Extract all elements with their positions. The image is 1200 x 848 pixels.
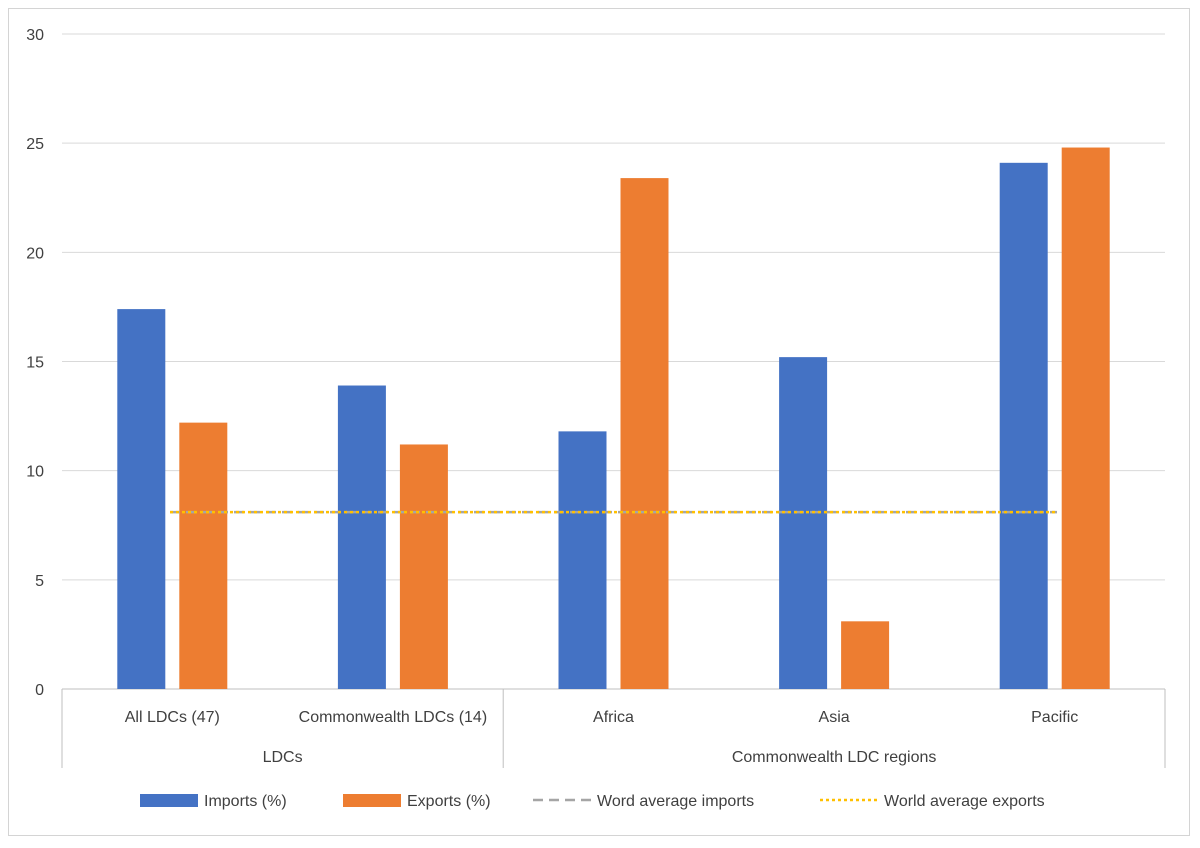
exports-bar bbox=[179, 422, 228, 689]
x-category-label: Commonwealth LDCs (14) bbox=[299, 709, 488, 726]
x-category-label: Pacific bbox=[1031, 709, 1078, 726]
gridlines bbox=[62, 33, 1165, 690]
legend-label: Imports (%) bbox=[204, 793, 287, 810]
y-tick-label: 15 bbox=[26, 355, 44, 372]
exports-bar bbox=[841, 621, 890, 689]
imports-bar bbox=[117, 309, 166, 689]
x-axis: All LDCs (47) Commonwealth LDCs (14) Afric… bbox=[61, 689, 1166, 768]
exports-bar bbox=[399, 444, 448, 689]
x-group-label: LDCs bbox=[263, 749, 303, 766]
y-tick-label: 10 bbox=[26, 464, 44, 481]
imports-bar bbox=[999, 162, 1048, 690]
imports-bar bbox=[558, 431, 607, 689]
y-tick-label: 30 bbox=[26, 27, 44, 44]
chart-frame bbox=[8, 8, 1190, 836]
exports-bar bbox=[1061, 147, 1110, 690]
legend-swatch-imports bbox=[140, 794, 198, 807]
imports-bar bbox=[337, 385, 386, 689]
y-axis: 0 5 10 15 20 25 30 bbox=[26, 27, 44, 699]
x-category-label: Asia bbox=[819, 709, 850, 726]
y-tick-label: 0 bbox=[35, 682, 44, 699]
y-tick-label: 5 bbox=[35, 573, 44, 590]
legend-label: Word average imports bbox=[597, 793, 754, 810]
x-category-label: Africa bbox=[593, 709, 634, 726]
legend-label: Exports (%) bbox=[407, 793, 491, 810]
x-category-label: All LDCs (47) bbox=[125, 709, 220, 726]
legend: Imports (%) Exports (%) Word average impor… bbox=[140, 793, 1045, 810]
x-group-label: Commonwealth LDC regions bbox=[732, 749, 937, 766]
y-tick-label: 25 bbox=[26, 136, 44, 153]
imports-bar bbox=[779, 357, 828, 689]
legend-label: World average exports bbox=[884, 793, 1045, 810]
bars bbox=[117, 147, 1110, 690]
exports-bar bbox=[620, 178, 669, 689]
legend-swatch-exports bbox=[343, 794, 401, 807]
y-tick-label: 20 bbox=[26, 245, 44, 262]
